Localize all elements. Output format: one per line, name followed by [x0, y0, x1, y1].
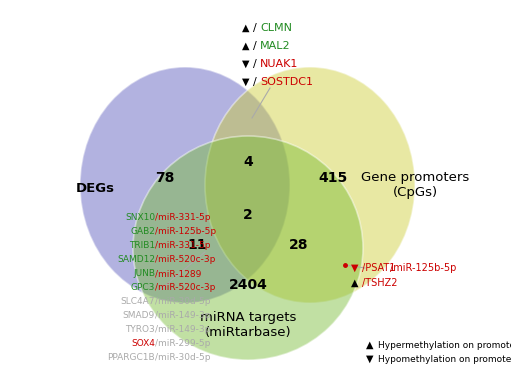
Text: /miR-149-3p: /miR-149-3p — [155, 325, 211, 334]
Text: /: / — [253, 23, 257, 33]
Text: ▼: ▼ — [242, 59, 250, 69]
Text: CLMN: CLMN — [260, 23, 292, 33]
Text: /miR-30d-5p: /miR-30d-5p — [155, 298, 211, 307]
Text: SOSTDC1: SOSTDC1 — [260, 77, 313, 87]
Ellipse shape — [80, 67, 290, 303]
Text: SAMD12: SAMD12 — [117, 255, 155, 264]
Text: /miR-520c-3p: /miR-520c-3p — [155, 255, 215, 264]
Text: /TSHZ2: /TSHZ2 — [362, 278, 398, 288]
Text: SNX10: SNX10 — [125, 213, 155, 222]
Text: GPC3: GPC3 — [131, 283, 155, 292]
Text: /miR-299-5p: /miR-299-5p — [155, 339, 211, 348]
Text: SLC4A7: SLC4A7 — [121, 298, 155, 307]
Text: DEGs: DEGs — [76, 181, 114, 194]
Text: ▲: ▲ — [351, 278, 359, 288]
Text: /miR-331-5p: /miR-331-5p — [155, 213, 211, 222]
Text: /miR-125b-5p: /miR-125b-5p — [389, 263, 456, 273]
Ellipse shape — [205, 67, 415, 303]
Text: 415: 415 — [318, 171, 347, 185]
Text: /miR-331-5p: /miR-331-5p — [155, 242, 211, 251]
Text: 78: 78 — [155, 171, 175, 185]
Text: ▼: ▼ — [366, 354, 374, 364]
Text: 11: 11 — [187, 238, 207, 252]
Text: /PSAT1: /PSAT1 — [362, 263, 396, 273]
Text: ▼: ▼ — [351, 263, 359, 273]
Text: GAB2: GAB2 — [130, 228, 155, 237]
Text: ▲: ▲ — [242, 23, 250, 33]
Text: ▼: ▼ — [242, 77, 250, 87]
Text: Hypermethylation on promoter: Hypermethylation on promoter — [378, 341, 511, 350]
Text: /miR-125b-5p: /miR-125b-5p — [155, 228, 216, 237]
Text: Hypomethylation on promoter: Hypomethylation on promoter — [378, 355, 511, 364]
Text: /: / — [253, 41, 257, 51]
Text: PPARGC1B: PPARGC1B — [107, 353, 155, 362]
Text: /: / — [253, 77, 257, 87]
Text: TRIB1: TRIB1 — [129, 242, 155, 251]
Ellipse shape — [133, 136, 363, 360]
Text: 4: 4 — [243, 155, 253, 169]
Text: NUAK1: NUAK1 — [260, 59, 298, 69]
Text: 28: 28 — [289, 238, 309, 252]
Text: /miR-149-3p: /miR-149-3p — [155, 312, 211, 321]
Text: miRNA targets
(miRtarbase): miRNA targets (miRtarbase) — [200, 311, 296, 339]
Text: ▲: ▲ — [366, 340, 374, 350]
Text: /miR-1289: /miR-1289 — [155, 269, 201, 278]
Text: 2404: 2404 — [228, 278, 267, 292]
Text: /miR-30d-5p: /miR-30d-5p — [155, 353, 211, 362]
Text: SMAD9: SMAD9 — [123, 312, 155, 321]
Text: SOX4: SOX4 — [131, 339, 155, 348]
Text: /: / — [253, 59, 257, 69]
Text: /miR-520c-3p: /miR-520c-3p — [155, 283, 215, 292]
Text: JUNB: JUNB — [133, 269, 155, 278]
Text: ▲: ▲ — [242, 41, 250, 51]
Text: Gene promoters
(CpGs): Gene promoters (CpGs) — [361, 171, 469, 199]
Text: TYRO3: TYRO3 — [125, 325, 155, 334]
Text: MAL2: MAL2 — [260, 41, 291, 51]
Text: 2: 2 — [243, 208, 253, 222]
